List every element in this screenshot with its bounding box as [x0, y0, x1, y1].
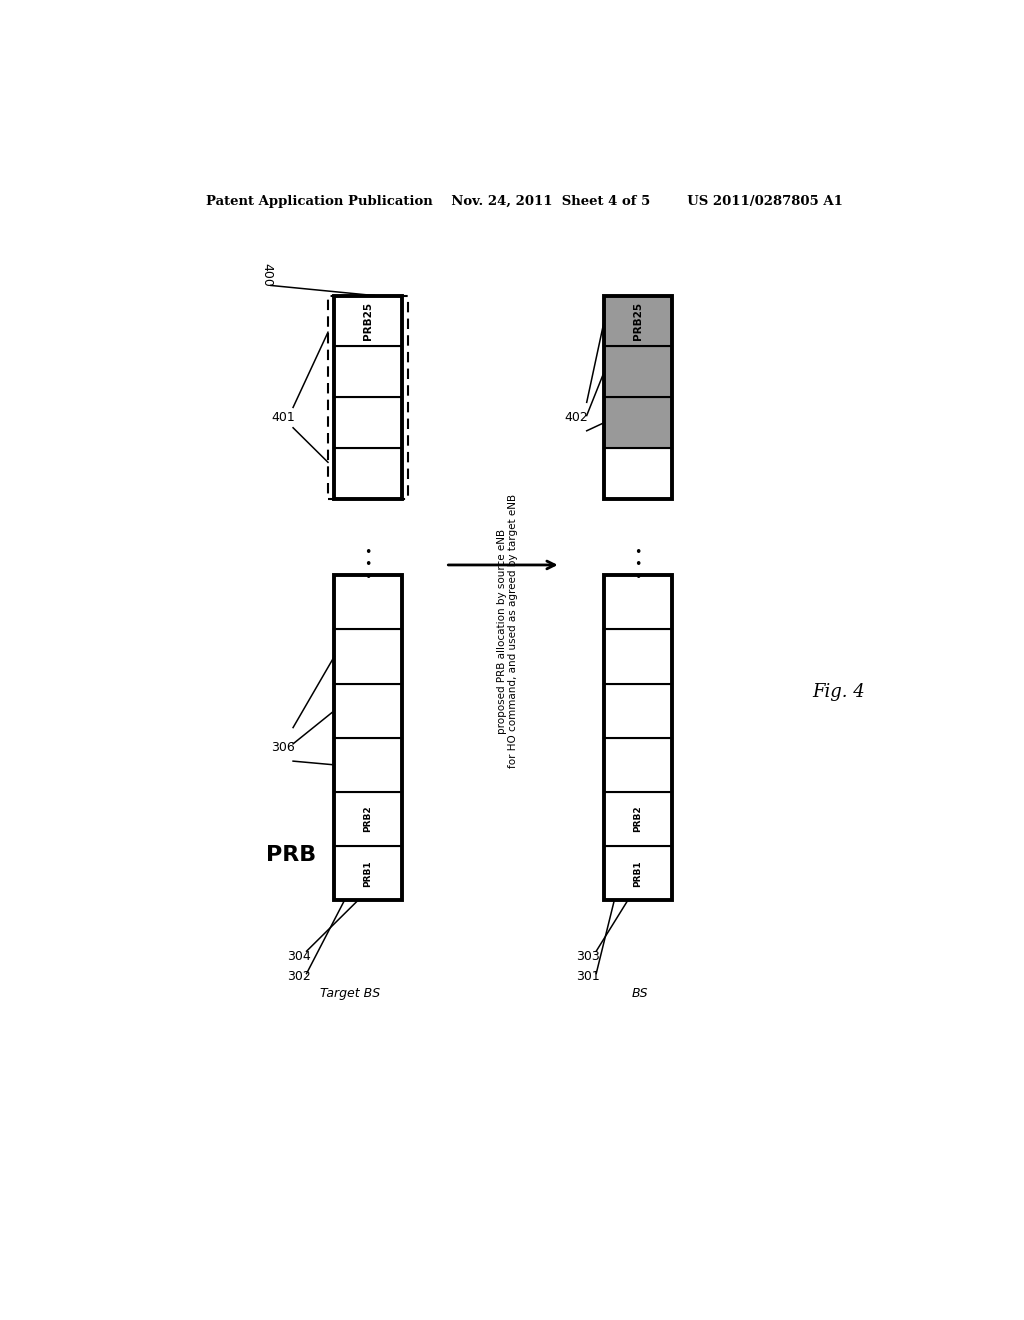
Text: •: • — [364, 570, 372, 583]
Bar — [334, 346, 401, 397]
Text: 302: 302 — [287, 970, 310, 983]
Bar — [604, 576, 672, 630]
Bar — [604, 630, 672, 684]
Text: •: • — [364, 546, 372, 560]
Text: BS: BS — [632, 987, 648, 1001]
Bar — [604, 684, 672, 738]
Text: 402: 402 — [564, 411, 588, 424]
Bar — [334, 447, 401, 499]
Text: 400: 400 — [260, 264, 273, 288]
Text: •: • — [634, 558, 641, 572]
Text: Patent Application Publication    Nov. 24, 2011  Sheet 4 of 5        US 2011/028: Patent Application Publication Nov. 24, … — [207, 194, 843, 207]
Bar — [604, 397, 672, 447]
Text: PRB1: PRB1 — [364, 859, 373, 887]
Bar — [328, 296, 409, 499]
Bar — [604, 576, 672, 900]
Bar — [334, 684, 401, 738]
Text: 303: 303 — [577, 950, 600, 962]
Bar — [334, 576, 401, 900]
Bar — [604, 346, 672, 397]
Text: 306: 306 — [271, 742, 295, 755]
Text: PRB25: PRB25 — [633, 302, 643, 341]
Bar — [604, 296, 672, 346]
Text: 301: 301 — [577, 970, 600, 983]
Bar — [334, 296, 401, 346]
Text: proposed PRB allocation by source eNB
for HO command, and used as agreed by targ: proposed PRB allocation by source eNB fo… — [497, 494, 518, 768]
Bar — [604, 738, 672, 792]
Text: •: • — [364, 558, 372, 572]
Bar — [334, 296, 401, 499]
Text: •: • — [634, 570, 641, 583]
Bar — [334, 397, 401, 447]
Text: Fig. 4: Fig. 4 — [812, 682, 864, 701]
Bar — [334, 630, 401, 684]
Text: PRB1: PRB1 — [634, 859, 642, 887]
Bar — [604, 296, 672, 499]
Text: 304: 304 — [287, 950, 310, 962]
Text: PRB2: PRB2 — [634, 805, 642, 833]
Bar — [604, 846, 672, 900]
Bar — [334, 576, 401, 630]
Text: •: • — [634, 546, 641, 560]
Bar — [604, 792, 672, 846]
Bar — [334, 846, 401, 900]
Text: PRB2: PRB2 — [364, 805, 373, 833]
Text: 401: 401 — [271, 411, 295, 424]
Text: PRB25: PRB25 — [364, 302, 373, 341]
Bar — [604, 447, 672, 499]
Bar — [334, 738, 401, 792]
Text: PRB: PRB — [265, 845, 315, 865]
Text: Target BS: Target BS — [321, 987, 380, 1001]
Bar — [334, 792, 401, 846]
